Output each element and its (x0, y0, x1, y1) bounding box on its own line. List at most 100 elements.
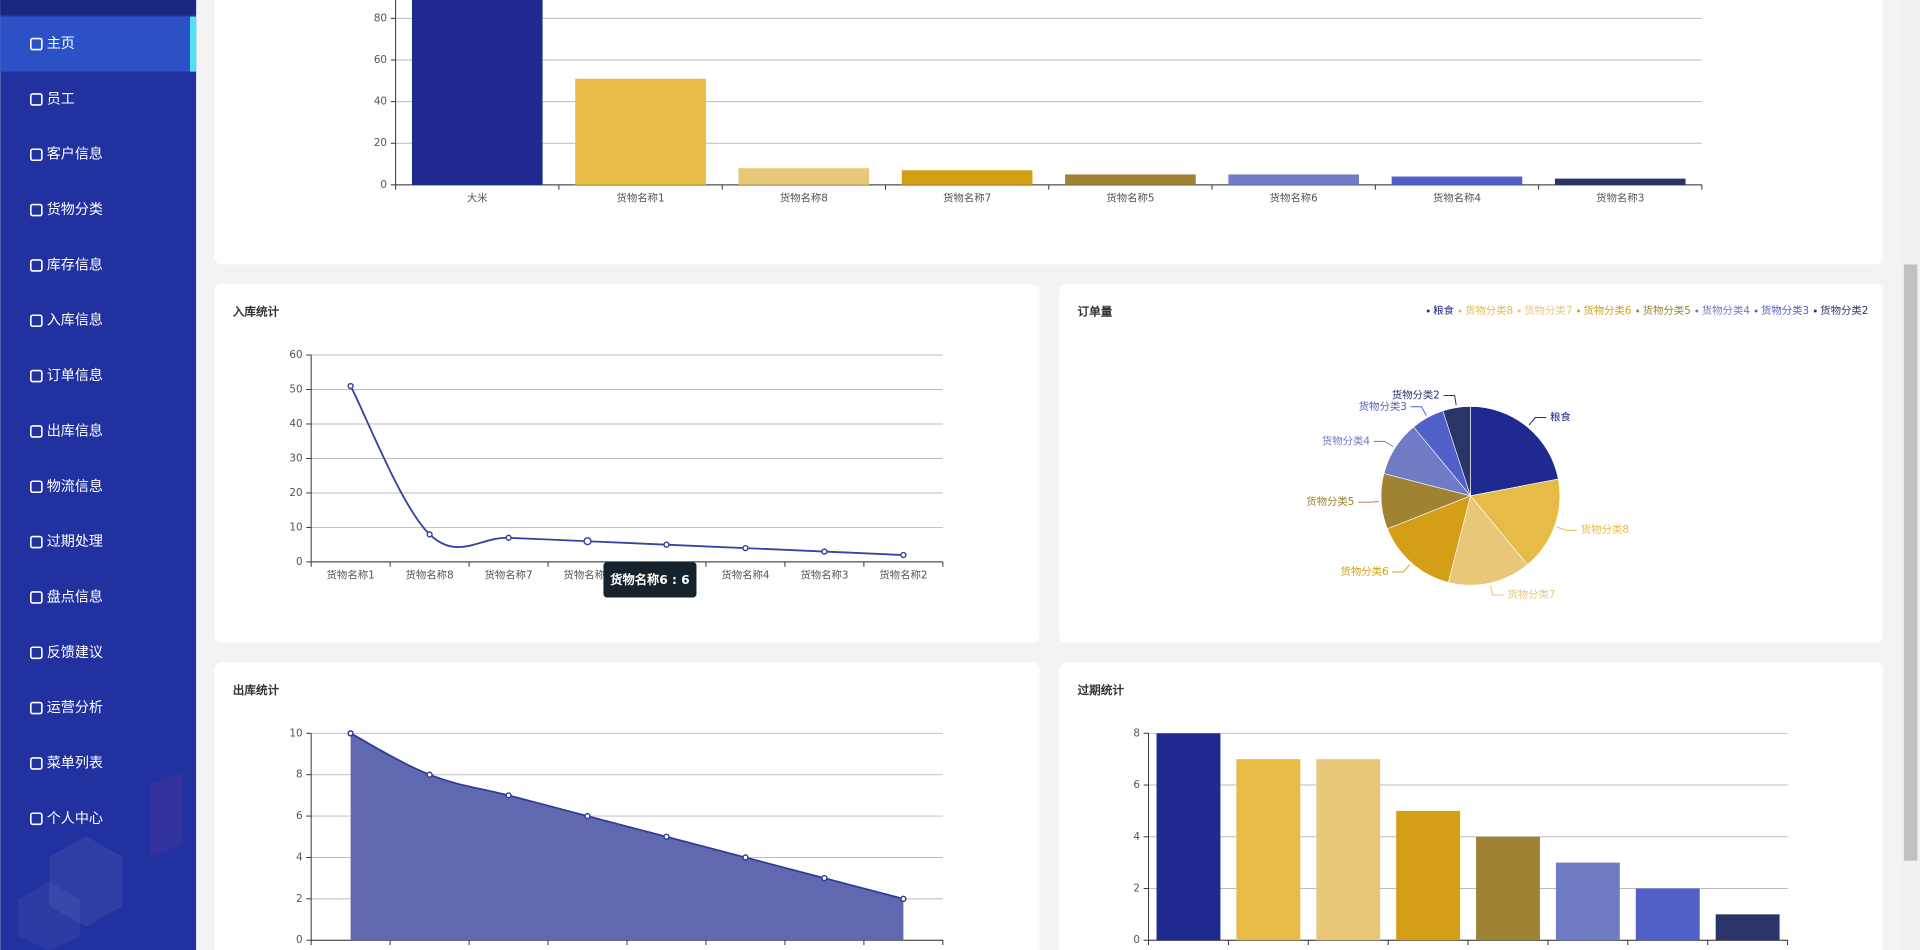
menu-icon (30, 37, 43, 51)
menu-icon (30, 93, 43, 106)
legend-label[interactable]: 货物分类4 (1702, 304, 1751, 317)
y-tick-label: 60 (374, 54, 387, 66)
pie-leader (1358, 501, 1379, 503)
menu-item[interactable]: 反馈建议 (47, 645, 103, 661)
pie-label: 货物分类5 (1306, 495, 1354, 508)
legend-marker (1517, 309, 1521, 313)
legend-marker (1426, 309, 1430, 313)
menu-icon (30, 535, 43, 549)
menu-icon (30, 259, 43, 272)
menu-item[interactable]: 货物分类 (47, 201, 103, 218)
y-tick-label: 20 (289, 487, 302, 499)
menu-item[interactable]: 过期处理 (47, 534, 103, 550)
y-tick-label: 0 (296, 934, 303, 946)
x-tick-label: 货物名称4 (1433, 191, 1482, 204)
legend-marker (1577, 309, 1580, 313)
menu-item[interactable]: 菜单列表 (47, 755, 103, 771)
y-tick-label: 8 (1133, 727, 1140, 739)
pie-slice (1442, 406, 1471, 496)
x-tick-label: 大米 (467, 191, 488, 204)
y-tick-label: 6 (296, 810, 303, 822)
x-tick-label: 货物名称2 (879, 568, 927, 581)
pie-leader (1443, 394, 1457, 406)
menu-item[interactable]: 物流信息 (47, 478, 103, 495)
menu-active-bar (189, 16, 197, 72)
legend-marker (1636, 309, 1640, 313)
x-tick-label: 货物名称8 (780, 191, 828, 204)
pie-label: 粮食 (1550, 411, 1571, 424)
menu-icon (30, 369, 43, 383)
legend-label[interactable]: 货物分类6 (1583, 304, 1631, 317)
y-tick-label: 0 (380, 179, 387, 191)
menu-item[interactable]: 客户信息 (47, 146, 103, 163)
sidebar-top (0, 0, 197, 15)
y-tick-label: 80 (374, 12, 387, 24)
pie-leader (1410, 406, 1427, 416)
menu-icon (30, 812, 43, 826)
pie-leader (1556, 526, 1578, 531)
menu-icon (30, 757, 43, 770)
menu-item[interactable]: 个人中心 (47, 811, 103, 827)
pie-leader (1392, 564, 1411, 573)
x-tick-label: 货物名称4 (721, 568, 770, 581)
pie-leader (1373, 440, 1394, 448)
legend-marker (1695, 309, 1699, 313)
legend-label[interactable]: 货物分类5 (1643, 304, 1691, 317)
x-tick-label: 货物名称3 (1596, 191, 1644, 204)
point (742, 544, 749, 552)
sidebar-background (0, 0, 197, 950)
legend-label[interactable]: 货物分类7 (1524, 304, 1572, 317)
chart-title: 入库统计 (233, 305, 280, 319)
y-tick-label: 4 (296, 851, 303, 863)
menu-item[interactable]: 库存信息 (47, 256, 103, 273)
chart-title: 订单量 (1078, 305, 1113, 319)
bar (1156, 733, 1221, 941)
area (350, 733, 904, 941)
point (742, 854, 749, 861)
pie-slice (1387, 495, 1471, 583)
bar (1396, 810, 1461, 941)
pie-leader (1528, 417, 1547, 426)
menu-item[interactable]: 订单信息 (47, 367, 103, 384)
bar (1391, 176, 1523, 185)
y-tick-label: 0 (1133, 934, 1140, 946)
bar (1065, 174, 1196, 185)
y-tick-label: 40 (374, 96, 387, 108)
legend-marker (1813, 309, 1817, 313)
menu-item[interactable]: 运营分析 (47, 700, 103, 716)
scrollbar[interactable] (1901, 0, 1920, 950)
bar (1476, 836, 1540, 941)
pie-label: 货物分类6 (1340, 565, 1388, 578)
legend-label[interactable]: 货物分类2 (1820, 304, 1868, 317)
bar (1635, 888, 1700, 941)
decoration (18, 881, 80, 950)
menu-item[interactable]: 主页 (47, 36, 75, 52)
point (900, 895, 907, 903)
bar (1316, 759, 1381, 941)
legend-label[interactable]: 货物分类3 (1761, 304, 1809, 317)
menu-icon (30, 646, 43, 660)
pie-slice (1469, 478, 1561, 566)
x-tick-label: 货物名称5 (1106, 191, 1154, 204)
point (505, 534, 512, 541)
x-tick-label: 货物名称6 (563, 568, 611, 581)
menu-item[interactable]: 入库信息 (47, 312, 103, 329)
bar (1715, 914, 1780, 941)
menu-icon (30, 701, 43, 715)
card (214, 0, 1884, 265)
menu-item[interactable]: 员工 (47, 91, 75, 107)
point (900, 551, 907, 559)
y-tick-label: 2 (296, 893, 303, 905)
bar (738, 168, 870, 185)
x-tick-label: 货物名称8 (406, 568, 454, 581)
legend-label[interactable]: 粮食 (1433, 304, 1454, 317)
chart-title: 出库统计 (233, 683, 280, 697)
legend-label[interactable]: 货物分类8 (1465, 304, 1513, 317)
menu-item[interactable]: 盘点信息 (47, 588, 103, 605)
menu-item[interactable]: 出库信息 (47, 422, 103, 439)
point (505, 792, 512, 799)
scroll-thumb[interactable] (1903, 264, 1918, 861)
x-tick-label: 货物名称6 (1270, 191, 1318, 204)
